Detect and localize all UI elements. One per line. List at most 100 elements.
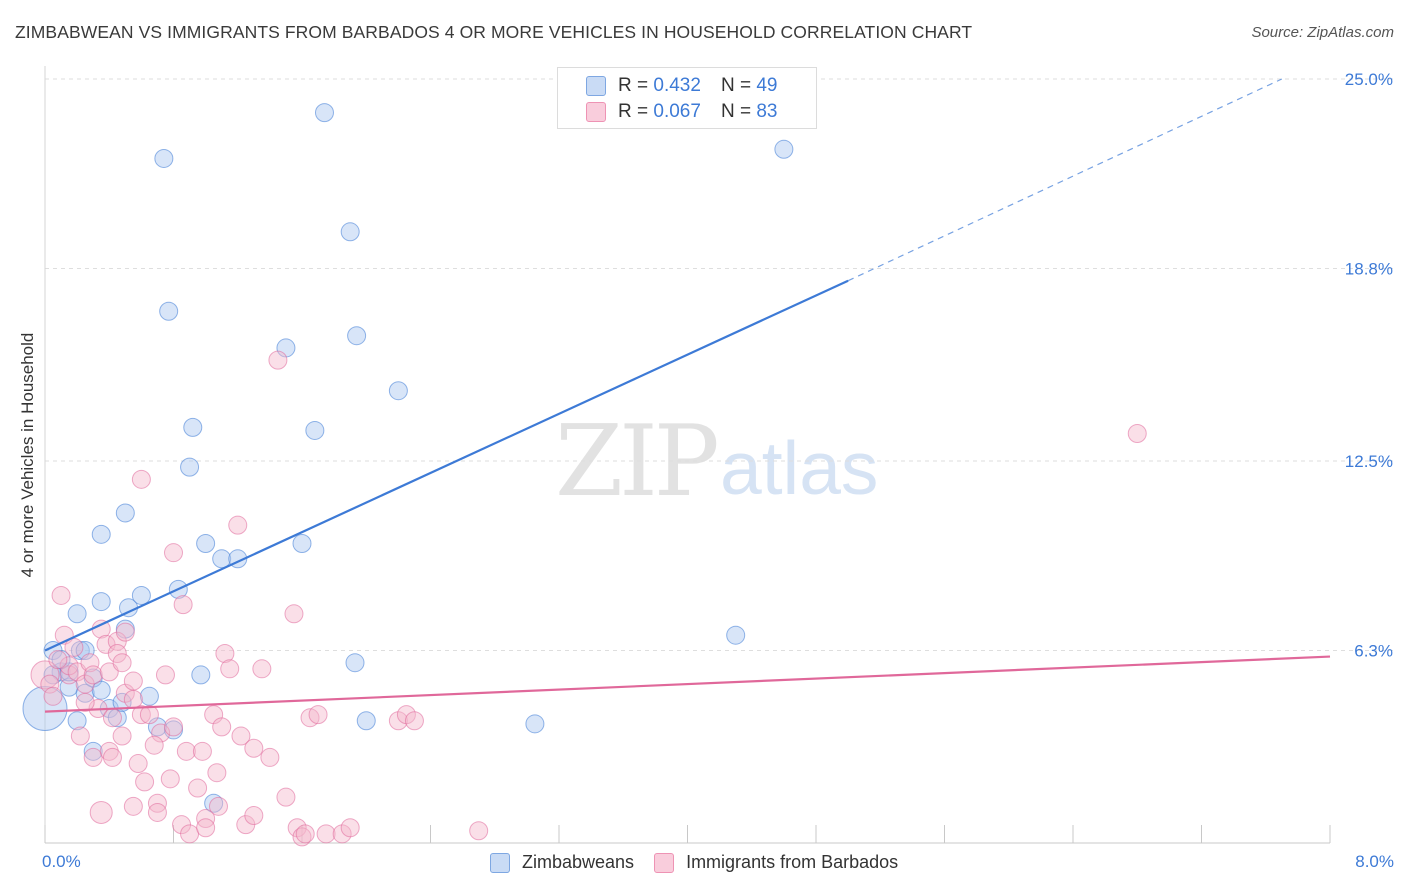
data-point [305, 420, 325, 440]
data-point [340, 222, 360, 242]
data-point [260, 747, 280, 767]
data-point [159, 301, 179, 321]
trend-line [44, 279, 849, 652]
n-label: N = [720, 75, 752, 96]
series-legend: Zimbabweans Immigrants from Barbados [490, 852, 918, 873]
data-point [220, 659, 240, 679]
data-point [123, 671, 143, 691]
chart-title: ZIMBABWEAN VS IMMIGRANTS FROM BARBADOS 4… [15, 22, 973, 42]
data-point [726, 625, 746, 645]
data-point [67, 711, 87, 731]
data-point [469, 821, 489, 841]
data-point [228, 515, 248, 535]
data-point [1127, 423, 1147, 443]
r-value: 0.432 [653, 75, 701, 96]
data-point [295, 824, 315, 844]
data-point [404, 711, 424, 731]
data-point [147, 802, 167, 822]
data-point [151, 723, 171, 743]
data-point [43, 686, 63, 706]
watermark-zip: ZIP [555, 405, 720, 519]
data-point [276, 787, 296, 807]
data-point [83, 747, 103, 767]
trend-line [44, 655, 1331, 713]
source-credit: Source: ZipAtlas.com [1251, 24, 1394, 41]
n-value: 49 [756, 75, 778, 96]
data-point [292, 827, 312, 847]
data-point [212, 717, 232, 737]
r-value: 0.067 [653, 101, 701, 122]
data-point [99, 662, 119, 682]
correlation-legend: R = 0.432 N = 49 R = 0.067 N = 83 [557, 67, 817, 129]
legend-label-zimbabweans: Zimbabweans [522, 852, 635, 872]
data-point [284, 604, 304, 624]
data-point [128, 754, 148, 774]
data-point [48, 650, 68, 670]
data-point [99, 741, 119, 761]
data-point [131, 585, 151, 605]
data-point [252, 659, 272, 679]
data-point [67, 604, 87, 624]
n-value: 83 [756, 101, 778, 122]
data-point [164, 543, 183, 563]
y-tick-label: 12.5% [1345, 452, 1393, 471]
axes [44, 66, 1331, 844]
data-point [115, 503, 135, 523]
data-point [40, 674, 60, 694]
data-point [155, 665, 175, 685]
data-point [70, 726, 90, 746]
data-point [176, 741, 196, 761]
y-tick-label: 6.3% [1354, 641, 1393, 660]
legend-swatch-zimbabweans [586, 76, 606, 96]
data-point [180, 457, 200, 477]
n-label: N = [720, 101, 752, 122]
data-point [91, 524, 111, 544]
r-label: R = [618, 101, 649, 122]
data-point [340, 818, 360, 838]
data-points [22, 103, 1147, 847]
data-point [160, 769, 180, 789]
x-tick-label-max: 8.0% [1355, 852, 1394, 871]
data-point [196, 818, 216, 838]
data-point [131, 705, 151, 725]
legend-row-barbados: R = 0.067 N = 83 [586, 101, 777, 123]
data-point [83, 665, 103, 685]
legend-row-zimbabweans: R = 0.432 N = 49 [586, 75, 777, 97]
data-point [83, 741, 103, 761]
data-point [144, 735, 164, 755]
data-point [231, 726, 251, 746]
data-point [345, 653, 365, 673]
data-point [164, 717, 183, 737]
data-point [196, 534, 216, 554]
data-point [244, 805, 264, 825]
data-point [292, 534, 312, 554]
data-point [244, 738, 264, 758]
data-point [139, 686, 159, 706]
data-point [131, 469, 151, 489]
data-point [91, 592, 111, 612]
data-point [75, 640, 95, 660]
data-point [102, 708, 122, 728]
legend-swatch-barbados [586, 102, 606, 122]
data-point [192, 741, 212, 761]
data-point [80, 653, 100, 673]
r-label: R = [618, 75, 649, 96]
data-point [51, 585, 71, 605]
data-point [314, 103, 334, 123]
legend-swatch-zimbabweans [490, 852, 510, 873]
data-point [774, 139, 794, 159]
data-point [112, 653, 132, 673]
data-point [115, 622, 135, 642]
data-point [388, 381, 408, 401]
data-point [139, 705, 159, 725]
y-axis-label: 4 or more Vehicles in Household [18, 332, 37, 578]
data-point [208, 796, 228, 816]
legend-item-zimbabweans[interactable]: Zimbabweans [490, 852, 634, 873]
data-point [112, 726, 132, 746]
x-tick-label-min: 0.0% [42, 852, 81, 871]
legend-swatch-barbados [654, 852, 675, 873]
legend-item-barbados[interactable]: Immigrants from Barbados [654, 852, 898, 873]
data-point [316, 824, 336, 844]
y-tick-labels: 6.3% 12.5% 18.8% 25.0% [1345, 70, 1393, 660]
data-point [188, 778, 208, 798]
